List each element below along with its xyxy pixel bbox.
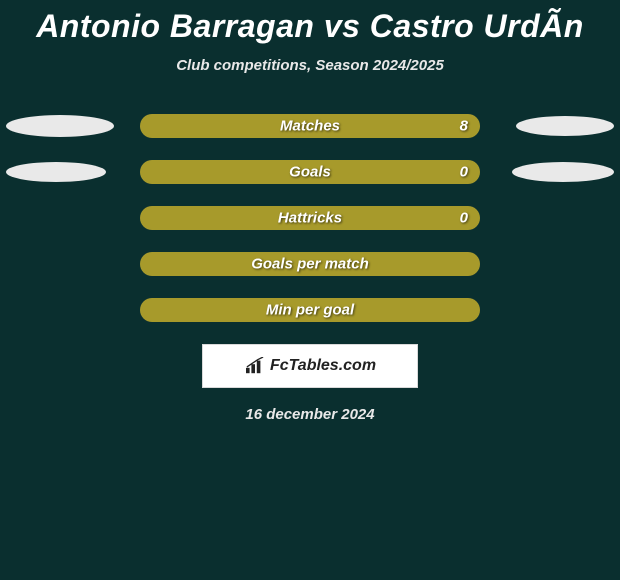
player-left-marker: [6, 115, 114, 137]
player-right-marker: [516, 116, 614, 136]
stat-bar: Hattricks 0: [140, 206, 480, 230]
chart-row: Matches 8: [0, 114, 620, 138]
brand-label: FcTables.com: [244, 357, 376, 375]
page-subtitle: Club competitions, Season 2024/2025: [0, 57, 620, 74]
stat-bar: Min per goal: [140, 298, 480, 322]
chart-row: Hattricks 0: [0, 206, 620, 230]
stat-value: 8: [460, 118, 468, 135]
stat-bar: Goals 0: [140, 160, 480, 184]
date-text: 16 december 2024: [0, 406, 620, 423]
brand-box: FcTables.com: [202, 344, 418, 388]
page-title: Antonio Barragan vs Castro UrdÃ­n: [0, 8, 620, 45]
stat-bar: Matches 8: [140, 114, 480, 138]
stat-label: Matches: [280, 118, 340, 135]
stat-label: Goals per match: [251, 256, 369, 273]
stat-label: Goals: [289, 164, 331, 181]
chart-row: Min per goal: [0, 298, 620, 322]
stat-label: Hattricks: [278, 210, 342, 227]
stat-value: 0: [460, 164, 468, 181]
chart-icon: [244, 357, 266, 375]
header: Antonio Barragan vs Castro UrdÃ­n Club c…: [0, 0, 620, 74]
player-left-marker: [6, 162, 106, 182]
player-right-marker: [512, 162, 614, 182]
stat-bar: Goals per match: [140, 252, 480, 276]
chart-row: Goals 0: [0, 160, 620, 184]
chart-row: Goals per match: [0, 252, 620, 276]
stat-label: Min per goal: [266, 302, 354, 319]
stat-value: 0: [460, 210, 468, 227]
brand-text: FcTables.com: [270, 357, 376, 375]
comparison-chart: Matches 8 Goals 0 Hattricks 0 Goals per match M…: [0, 114, 620, 322]
